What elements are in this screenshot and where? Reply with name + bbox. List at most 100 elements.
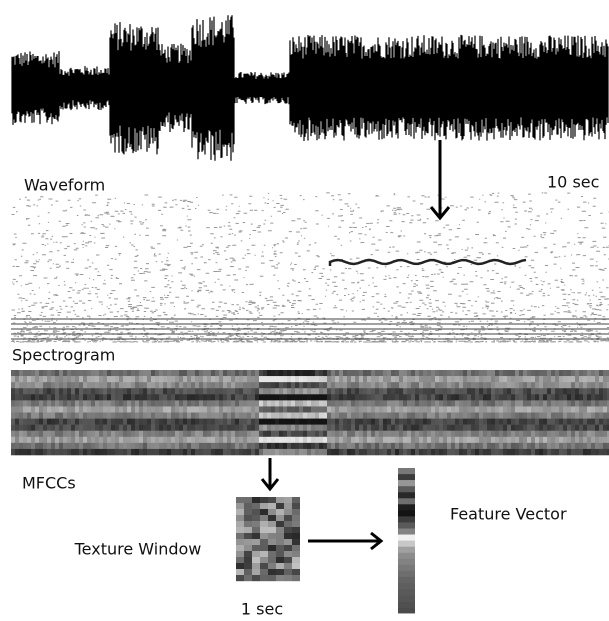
mfcc-cell <box>299 412 303 419</box>
texture-cell <box>292 521 300 528</box>
mfcc-cell <box>355 418 359 425</box>
mfcc-cell <box>591 388 595 395</box>
mfcc-cell <box>607 394 609 401</box>
mfcc-cell <box>427 388 431 395</box>
mfcc-cell <box>47 382 51 389</box>
mfcc-cell <box>595 376 599 383</box>
mfcc-cell <box>279 370 283 377</box>
mfcc-cell <box>135 388 139 395</box>
mfcc-cell <box>483 418 487 425</box>
feature-cell <box>398 510 415 517</box>
mfcc-cell <box>367 388 371 395</box>
mfcc-cell <box>223 376 227 383</box>
mfcc-cell <box>15 382 19 389</box>
mfcc-cell <box>139 382 143 389</box>
mfcc-cell <box>467 442 471 450</box>
texture-cell <box>292 497 300 504</box>
mfcc-cell <box>455 448 459 456</box>
mfcc-cell <box>243 400 247 407</box>
mfcc-cell <box>111 400 115 407</box>
mfcc-cell <box>83 436 87 444</box>
mfcc-cell <box>47 430 51 438</box>
mfcc-cell <box>399 394 403 401</box>
mfcc-cell <box>351 418 355 425</box>
mfcc-cell <box>475 370 479 377</box>
mfcc-cell <box>199 406 203 413</box>
mfcc-cell <box>267 370 271 377</box>
texture-cell <box>260 551 268 558</box>
mfcc-cell <box>211 370 215 377</box>
mfcc-cell <box>119 430 123 438</box>
mfcc-cell <box>571 412 575 419</box>
mfcc-cell <box>303 448 307 456</box>
mfcc-cell <box>279 430 283 438</box>
mfcc-cell <box>391 370 395 377</box>
mfcc-cell <box>487 424 491 432</box>
mfcc-cell <box>455 388 459 395</box>
mfcc-cell <box>407 442 411 450</box>
mfcc-cell <box>259 448 263 456</box>
mfcc-cell <box>299 448 303 456</box>
mfcc-cell <box>571 430 575 438</box>
mfcc-cell <box>51 406 55 413</box>
mfcc-cell <box>215 406 219 413</box>
mfcc-cell <box>215 430 219 438</box>
mfcc-cell <box>123 418 127 425</box>
mfcc-cell <box>127 418 131 425</box>
mfcc-cell <box>463 430 467 438</box>
mfcc-cell <box>23 436 27 444</box>
mfcc-cell <box>339 382 343 389</box>
mfcc-cell <box>499 376 503 383</box>
texture-cell <box>252 521 260 528</box>
mfcc-cell <box>275 394 279 401</box>
mfcc-cell <box>179 442 183 450</box>
mfcc-cell <box>371 436 375 444</box>
mfcc-cell <box>515 412 519 419</box>
mfcc-cell <box>107 370 111 377</box>
mfcc-cell <box>423 376 427 383</box>
mfcc-cell <box>179 436 183 444</box>
mfcc-cell <box>511 430 515 438</box>
mfcc-cell <box>511 400 515 407</box>
mfcc-cell <box>23 412 27 419</box>
mfcc-cell <box>331 448 335 456</box>
mfcc-cell <box>163 400 167 407</box>
mfcc-cell <box>423 370 427 377</box>
mfcc-cell <box>283 406 287 413</box>
texture-cell <box>260 569 268 576</box>
mfcc-cell <box>291 424 295 432</box>
mfcc-cell <box>287 412 291 419</box>
mfcc-cell <box>335 442 339 450</box>
mfcc-cell <box>27 394 31 401</box>
mfcc-cell <box>523 382 527 389</box>
mfcc-cell <box>167 388 171 395</box>
mfcc-cell <box>95 376 99 383</box>
mfcc-cell <box>515 400 519 407</box>
mfcc-cell <box>203 406 207 413</box>
mfcc-cell <box>539 394 543 401</box>
mfcc-cell <box>227 406 231 413</box>
mfcc-cell <box>43 382 47 389</box>
mfcc-cell <box>543 394 547 401</box>
mfcc-cell <box>307 442 311 450</box>
mfcc-cell <box>175 436 179 444</box>
mfcc-cell <box>371 418 375 425</box>
mfcc-cell <box>547 388 551 395</box>
mfcc-cell <box>299 436 303 444</box>
mfcc-cell <box>315 412 319 419</box>
mfcc-cell <box>343 400 347 407</box>
mfcc-cell <box>443 376 447 383</box>
mfcc-cell <box>111 418 115 425</box>
mfcc-cell <box>119 394 123 401</box>
mfcc-cell <box>195 448 199 456</box>
mfcc-cell <box>195 406 199 413</box>
mfcc-cell <box>103 376 107 383</box>
mfcc-cell <box>539 436 543 444</box>
mfcc-cell <box>531 430 535 438</box>
mfcc-cell <box>603 376 607 383</box>
mfcc-cell <box>167 400 171 407</box>
mfcc-cell <box>191 424 195 432</box>
mfcc-cell <box>167 442 171 450</box>
mfcc-cell <box>595 448 599 456</box>
mfcc-cell <box>347 448 351 456</box>
